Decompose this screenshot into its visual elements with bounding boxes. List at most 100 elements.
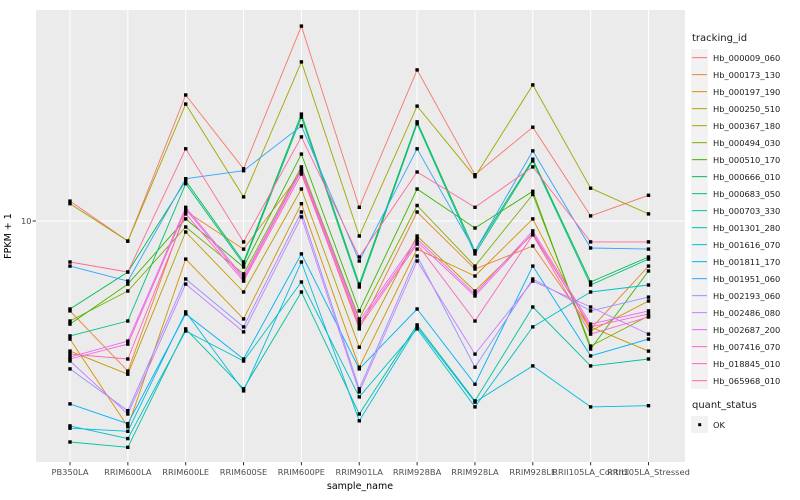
data-point xyxy=(415,203,419,208)
legend-key-swatch xyxy=(691,236,708,253)
data-point xyxy=(241,389,246,393)
data-point xyxy=(68,349,72,353)
legend-item-label: Hb_000197_190 xyxy=(713,86,781,97)
data-point xyxy=(588,309,593,313)
legend-key-swatch xyxy=(691,253,708,270)
data-point xyxy=(473,319,477,323)
data-point xyxy=(415,254,419,258)
data-point xyxy=(184,327,188,331)
data-point xyxy=(646,337,651,341)
data-point xyxy=(126,289,130,293)
legend-item-label: Hb_000173_130 xyxy=(713,69,781,80)
legend-item-label: Hb_001811_170 xyxy=(713,256,781,267)
x-tick-label: RRIM600LE xyxy=(162,467,209,477)
data-point xyxy=(241,167,246,171)
data-point xyxy=(531,217,535,221)
data-point xyxy=(126,436,130,441)
data-point xyxy=(68,319,72,323)
data-points xyxy=(68,24,651,449)
data-point xyxy=(357,367,361,371)
legend-key-swatch xyxy=(691,168,708,185)
data-point xyxy=(531,189,535,193)
data-point xyxy=(473,352,477,356)
legend-item: Hb_001616_070 xyxy=(691,236,799,253)
series-color-line-icon xyxy=(692,243,707,246)
data-point xyxy=(646,240,651,244)
data-point xyxy=(531,231,535,235)
series-color-line-icon xyxy=(692,192,707,195)
data-point xyxy=(473,274,477,278)
data-point xyxy=(126,357,130,361)
data-point xyxy=(299,60,304,64)
legend-key-swatch xyxy=(691,219,708,236)
series-color-line-icon xyxy=(692,379,707,382)
data-point xyxy=(415,240,419,244)
data-point xyxy=(68,402,72,406)
data-point xyxy=(241,357,246,361)
data-point xyxy=(357,285,361,289)
legend-item-label: Hb_000494_030 xyxy=(713,137,781,148)
data-point xyxy=(357,327,361,331)
data-point xyxy=(588,305,593,309)
legend-title: tracking_id xyxy=(692,33,748,44)
data-point xyxy=(299,135,304,139)
data-point xyxy=(299,215,304,219)
x-tick-label: RRIM928BA xyxy=(393,467,442,477)
x-tick-label: RRIM928LE xyxy=(509,467,556,477)
legend-item: Hb_000367_180 xyxy=(691,117,799,134)
legend-item: Hb_000173_130 xyxy=(691,66,799,83)
series-color-line-icon xyxy=(692,345,707,348)
data-point xyxy=(473,252,477,256)
data-point xyxy=(241,317,246,321)
x-tick-label: RRII105LA_Stressed xyxy=(607,467,690,477)
data-point xyxy=(473,205,477,209)
data-point xyxy=(68,309,72,313)
data-point xyxy=(357,387,361,391)
data-point xyxy=(241,247,246,251)
quant-status-legend: quant_status OK xyxy=(691,400,799,433)
data-point xyxy=(357,325,361,329)
data-point xyxy=(126,425,130,429)
data-point xyxy=(588,325,593,329)
data-point xyxy=(357,319,361,323)
series-color-line-icon xyxy=(692,141,707,144)
data-point xyxy=(184,217,188,221)
data-point xyxy=(473,289,477,293)
x-tick-label: RRII105LA_Control xyxy=(552,467,629,477)
legend-item: Hb_018845_010 xyxy=(691,355,799,372)
data-point xyxy=(415,170,419,174)
x-tick-label: RRIM600PE xyxy=(278,467,325,477)
series-color-line-icon xyxy=(692,328,707,331)
legend-item: Hb_000197_190 xyxy=(691,83,799,100)
data-point xyxy=(473,365,477,369)
data-point xyxy=(68,352,72,356)
data-point xyxy=(126,429,130,433)
data-point xyxy=(588,354,593,358)
data-point xyxy=(646,247,651,251)
data-point xyxy=(126,279,130,283)
data-point xyxy=(588,327,593,331)
data-point xyxy=(241,277,246,281)
data-point xyxy=(299,24,304,28)
data-point xyxy=(184,277,188,281)
data-point xyxy=(415,247,419,251)
data-point xyxy=(415,307,419,311)
data-point xyxy=(184,205,188,209)
data-point xyxy=(531,325,535,329)
data-point xyxy=(588,322,593,326)
data-point xyxy=(646,404,651,408)
data-point xyxy=(531,159,535,163)
data-point xyxy=(299,202,304,206)
data-point xyxy=(299,280,304,284)
data-point xyxy=(415,259,419,263)
data-point xyxy=(415,210,419,214)
data-point xyxy=(588,280,593,284)
data-point xyxy=(588,246,593,250)
legend-item: Hb_000666_010 xyxy=(691,168,799,185)
data-point xyxy=(68,426,72,430)
data-point xyxy=(646,264,651,268)
legend-item: Hb_000703_330 xyxy=(691,202,799,219)
legend-item: Hb_000494_030 xyxy=(691,134,799,151)
data-point xyxy=(415,147,419,151)
data-point xyxy=(646,299,651,303)
